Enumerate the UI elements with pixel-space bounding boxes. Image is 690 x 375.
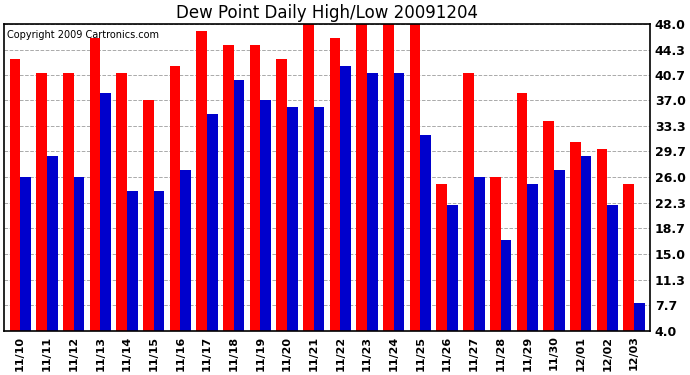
Bar bbox=[303, 24, 314, 331]
Bar bbox=[597, 149, 607, 331]
Bar bbox=[47, 156, 57, 331]
Bar bbox=[197, 31, 207, 331]
Bar bbox=[180, 170, 191, 331]
Bar bbox=[207, 114, 217, 331]
Bar bbox=[554, 170, 564, 331]
Bar bbox=[607, 205, 618, 331]
Text: Copyright 2009 Cartronics.com: Copyright 2009 Cartronics.com bbox=[8, 30, 159, 40]
Bar bbox=[90, 38, 100, 331]
Bar bbox=[10, 58, 20, 331]
Bar bbox=[527, 184, 538, 331]
Bar bbox=[116, 73, 127, 331]
Bar bbox=[74, 177, 84, 331]
Bar bbox=[634, 303, 644, 331]
Bar bbox=[100, 93, 111, 331]
Bar bbox=[394, 73, 404, 331]
Bar bbox=[490, 177, 500, 331]
Bar bbox=[277, 58, 287, 331]
Bar bbox=[463, 73, 474, 331]
Bar bbox=[383, 24, 394, 331]
Bar bbox=[447, 205, 458, 331]
Bar bbox=[234, 80, 244, 331]
Bar bbox=[154, 191, 164, 331]
Bar bbox=[517, 93, 527, 331]
Bar bbox=[410, 24, 420, 331]
Bar bbox=[474, 177, 484, 331]
Title: Dew Point Daily High/Low 20091204: Dew Point Daily High/Low 20091204 bbox=[176, 4, 478, 22]
Bar bbox=[143, 100, 154, 331]
Bar bbox=[287, 108, 297, 331]
Bar bbox=[543, 122, 554, 331]
Bar bbox=[330, 38, 340, 331]
Bar bbox=[36, 73, 47, 331]
Bar bbox=[314, 108, 324, 331]
Bar bbox=[420, 135, 431, 331]
Bar bbox=[250, 45, 260, 331]
Bar bbox=[127, 191, 137, 331]
Bar bbox=[340, 66, 351, 331]
Bar bbox=[357, 24, 367, 331]
Bar bbox=[367, 73, 377, 331]
Bar bbox=[500, 240, 511, 331]
Bar bbox=[580, 156, 591, 331]
Bar bbox=[260, 100, 271, 331]
Bar bbox=[223, 45, 234, 331]
Bar bbox=[623, 184, 634, 331]
Bar bbox=[170, 66, 180, 331]
Bar bbox=[570, 142, 580, 331]
Bar bbox=[437, 184, 447, 331]
Bar bbox=[20, 177, 31, 331]
Bar bbox=[63, 73, 74, 331]
